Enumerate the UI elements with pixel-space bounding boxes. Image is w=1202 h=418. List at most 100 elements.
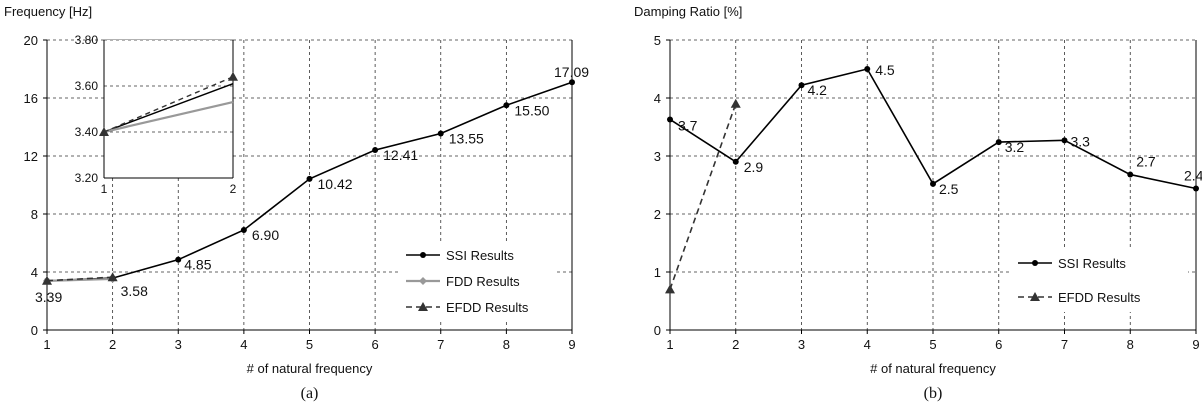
data-point: [1193, 185, 1199, 192]
data-point: [107, 272, 118, 282]
legend-box: [1010, 250, 1188, 312]
x-tick-label: 8: [503, 337, 510, 352]
data-point: [1127, 171, 1134, 178]
inset-series-line: [103, 83, 234, 133]
data-point: [930, 180, 936, 187]
x-tick-label: 3: [798, 337, 805, 352]
inset-background: [104, 40, 233, 178]
x-tick-label: 4: [864, 337, 871, 352]
y-tick-label: 2: [654, 207, 661, 222]
x-tick-label: 7: [437, 337, 444, 352]
inset-y-tick-label: 3.60: [75, 79, 99, 93]
legend-marker: [1032, 260, 1038, 266]
data-label: 6.90: [252, 227, 279, 243]
data-label: 2.5: [939, 181, 959, 197]
data-label: 13.55: [449, 131, 484, 147]
y-tick-label: 0: [654, 323, 661, 338]
series-fdd-results: [43, 274, 117, 285]
y-tick-label: 16: [24, 91, 38, 106]
data-label: 2.7: [1136, 154, 1156, 170]
y-tick-label: 8: [31, 207, 38, 222]
data-point: [1061, 137, 1068, 144]
series-line: [46, 276, 113, 282]
inset-marker: [99, 127, 109, 136]
legend-marker: [1030, 292, 1040, 301]
data-point: [665, 284, 675, 294]
data-label: 4.2: [808, 82, 828, 98]
data-point: [240, 226, 247, 233]
legend-label: SSI Results: [1058, 256, 1126, 271]
data-label: 3.58: [121, 283, 148, 299]
x-tick-label: 6: [372, 337, 379, 352]
data-point: [730, 98, 741, 108]
y-tick-label: 20: [24, 33, 38, 48]
legend-label: EFDD Results: [446, 300, 529, 315]
x-tick-label: 5: [929, 337, 936, 352]
data-point: [503, 102, 510, 109]
x-tick-label: 9: [568, 337, 575, 352]
data-label: 3.7: [678, 117, 698, 133]
x-tick-label: 4: [240, 337, 247, 352]
y-tick-label: 12: [24, 149, 38, 164]
y-tick-label: 4: [31, 265, 38, 280]
data-point: [42, 275, 52, 285]
data-point: [667, 116, 673, 123]
data-label: 3.39: [35, 289, 62, 305]
x-tick-label: 6: [995, 337, 1002, 352]
data-point: [798, 82, 805, 89]
data-label: 3.2: [1005, 139, 1025, 155]
inset-chart: 3.20 3.40 3.60 3.80 1 2: [75, 33, 238, 196]
data-label: 2.9: [744, 159, 764, 175]
y-tick-label: 1: [654, 265, 661, 280]
inset-marker: [228, 71, 238, 81]
data-label: 15.50: [514, 102, 549, 118]
series-efdd-results: [42, 272, 118, 285]
series-ssi-results: [667, 66, 1199, 192]
inset-x-tick-label: 1: [101, 182, 108, 196]
chart-title: Damping Ratio [%]: [634, 4, 742, 19]
series-line: [669, 103, 737, 290]
legend-marker: [420, 252, 426, 258]
x-tick-label: 9: [1192, 337, 1199, 352]
data-point: [437, 130, 444, 137]
data-point: [306, 175, 313, 182]
legend-label: SSI Results: [446, 248, 514, 263]
data-point: [569, 79, 575, 86]
y-tick-label: 3: [654, 149, 661, 164]
data-label: 3.3: [1071, 133, 1091, 149]
data-label: 4.5: [875, 62, 895, 78]
x-tick-label: 8: [1127, 337, 1134, 352]
x-tick-label: 2: [732, 337, 739, 352]
data-point: [995, 139, 1002, 146]
inset-y-tick-label: 3.40: [75, 125, 99, 139]
inset-y-tick-label: 3.20: [75, 171, 99, 185]
inset-series-line: [103, 101, 234, 134]
x-tick-label: 7: [1061, 337, 1068, 352]
caption: (b): [924, 385, 943, 402]
data-point: [732, 158, 739, 165]
legend-label: EFDD Results: [1058, 290, 1141, 305]
chart-title: Frequency [Hz]: [4, 4, 92, 19]
legend: SSI Results FDD Results EFDD Results: [398, 242, 556, 322]
data-label: 2.4: [1184, 167, 1202, 183]
inset-y-tick-label: 3.80: [75, 33, 99, 47]
x-axis-label: # of natural frequency: [870, 361, 996, 376]
x-tick-label: 3: [175, 337, 182, 352]
data-label: 12.41: [383, 147, 418, 163]
x-tick-label: 2: [109, 337, 116, 352]
series-efdd-results: [665, 98, 741, 294]
data-label: 17.09: [554, 64, 589, 80]
data-point: [372, 147, 379, 154]
caption: (a): [301, 385, 319, 402]
data-point: [175, 256, 182, 263]
y-tick-label: 0: [31, 323, 38, 338]
legend-marker: [418, 302, 428, 311]
legend-marker: [419, 277, 427, 285]
x-axis-label: # of natural frequency: [247, 361, 373, 376]
data-label: 4.85: [184, 257, 211, 273]
y-tick-label: 5: [654, 33, 661, 48]
data-label: 10.42: [318, 176, 353, 192]
data-point: [864, 66, 871, 72]
